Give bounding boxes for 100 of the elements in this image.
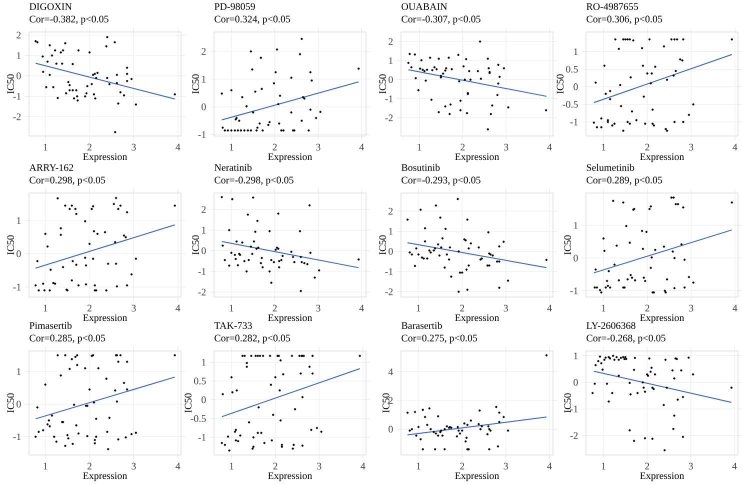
y-tick-label: -2 bbox=[13, 113, 21, 120]
x-tick-label: 2 bbox=[87, 144, 92, 150]
y-tick-label: -1 bbox=[13, 93, 21, 100]
x-tick-label: 1 bbox=[416, 304, 420, 312]
y-axis-title: IC50 bbox=[192, 74, 199, 94]
y-tick-label: 1 bbox=[202, 358, 206, 366]
x-tick-label: 1 bbox=[230, 462, 234, 470]
x-tick-label: 1 bbox=[230, 144, 234, 150]
chart-title: Pimasertib bbox=[29, 322, 72, 329]
y-tick-label: 2 bbox=[16, 32, 21, 38]
y-tick-label: 1 bbox=[574, 222, 578, 229]
x-tick-label: 3 bbox=[132, 144, 136, 151]
x-tick-label: 4 bbox=[547, 144, 552, 150]
y-tick-label: -1 bbox=[570, 287, 578, 294]
x-tick-label: 2 bbox=[272, 144, 277, 150]
x-tick-label: 2 bbox=[460, 462, 464, 470]
x-tick-label: 1 bbox=[416, 462, 420, 470]
y-axis-title: IC50 bbox=[192, 235, 199, 255]
y-axis-title: IC50 bbox=[7, 74, 14, 94]
y-axis-title: IC50 bbox=[564, 235, 572, 255]
x-tick-label: 4 bbox=[547, 462, 552, 470]
y-tick-label: -1 bbox=[13, 284, 21, 290]
x-tick-label: 4 bbox=[359, 304, 364, 312]
chart-title: Barasertib bbox=[401, 322, 442, 329]
y-tick-label: 0 bbox=[574, 83, 578, 90]
chart-title: Neratinib bbox=[214, 164, 252, 171]
x-tick-label: 2 bbox=[645, 462, 650, 470]
y-tick-label: 0 bbox=[574, 254, 578, 262]
x-tick-label: 4 bbox=[732, 462, 737, 470]
x-tick-label: 1 bbox=[602, 462, 606, 470]
y-tick-label: 0 bbox=[574, 379, 578, 386]
chart-title: ARRY-162 bbox=[29, 164, 74, 171]
chart-title: PD-98059 bbox=[214, 3, 255, 10]
x-axis-title: Expression bbox=[268, 472, 312, 482]
x-tick-label: 3 bbox=[504, 462, 508, 470]
y-tick-label: -1 bbox=[13, 433, 21, 440]
x-tick-label: 4 bbox=[176, 144, 180, 150]
x-axis-title: Expression bbox=[268, 314, 312, 324]
chart-title: DIGOXIN bbox=[29, 3, 72, 10]
chart-subtitle: Cor=-0.268, p<0.05 bbox=[586, 334, 666, 344]
chart-subtitle: Cor=0.306, p<0.05 bbox=[586, 16, 662, 24]
y-axis-title: IC50 bbox=[7, 235, 14, 255]
x-tick-label: 3 bbox=[132, 304, 136, 312]
y-tick-label: -0.5 bbox=[562, 100, 578, 108]
x-tick-label: 1 bbox=[44, 144, 48, 150]
y-tick-label: -1 bbox=[198, 268, 206, 275]
y-tick-label: -1 bbox=[385, 95, 393, 102]
chart-subtitle: Cor=0.298, p<0.05 bbox=[30, 176, 106, 186]
y-tick-label: 1 bbox=[389, 57, 393, 64]
chart-subtitle: Cor=-0.293, p<0.05 bbox=[402, 176, 480, 186]
x-tick-label: 4 bbox=[547, 304, 552, 312]
y-tick-label: 1 bbox=[17, 52, 21, 59]
y-tick-label: 0 bbox=[388, 426, 393, 433]
x-axis-title: Expression bbox=[640, 153, 684, 162]
chart-title: OUABAIN bbox=[402, 3, 448, 10]
y-tick-label: -1 bbox=[198, 434, 206, 441]
x-tick-label: 1 bbox=[418, 144, 422, 150]
x-tick-label: 2 bbox=[87, 462, 92, 470]
y-tick-label: 1 bbox=[202, 76, 206, 82]
y-tick-label: -2 bbox=[198, 288, 206, 296]
x-tick-label: 3 bbox=[688, 462, 693, 470]
y-tick-label: 4 bbox=[388, 368, 394, 376]
y-tick-label: 1 bbox=[389, 228, 393, 235]
y-tick-label: -2 bbox=[385, 114, 393, 122]
y-tick-label: 0 bbox=[16, 400, 21, 408]
y-tick-label: 0 bbox=[202, 104, 206, 110]
y-tick-label: -1 bbox=[570, 118, 578, 126]
y-tick-label: 2 bbox=[388, 397, 393, 404]
x-tick-label: 2 bbox=[87, 304, 92, 312]
x-axis-title: Expression bbox=[455, 472, 500, 482]
y-tick-label: 0 bbox=[388, 76, 393, 84]
y-tick-label: -0.5 bbox=[190, 415, 206, 422]
y-tick-label: -1 bbox=[385, 268, 393, 275]
x-tick-label: 3 bbox=[689, 304, 694, 312]
y-tick-label: -2 bbox=[570, 432, 578, 439]
chart-subtitle: Cor=-0.382, p<0.05 bbox=[30, 16, 108, 24]
y-tick-label: -1 bbox=[198, 131, 206, 138]
chart-subtitle: Cor=-0.307, p<0.05 bbox=[402, 16, 480, 24]
x-tick-label: 1 bbox=[230, 304, 234, 312]
y-tick-label: -1 bbox=[570, 406, 578, 412]
chart-subtitle: Cor=0.275, p<0.05 bbox=[402, 334, 478, 344]
chart-title: TAK-733 bbox=[214, 322, 252, 329]
x-tick-label: 1 bbox=[44, 462, 48, 470]
x-tick-label: 1 bbox=[44, 304, 48, 312]
y-tick-label: 0 bbox=[16, 250, 21, 258]
x-axis-title: Expression bbox=[455, 314, 500, 324]
x-tick-label: 4 bbox=[732, 144, 738, 150]
y-axis-title: IC50 bbox=[382, 393, 390, 413]
x-tick-label: 2 bbox=[645, 304, 650, 312]
y-tick-label: 1 bbox=[574, 352, 578, 360]
x-axis-title: Expression bbox=[640, 314, 684, 324]
x-tick-label: 3 bbox=[316, 144, 320, 151]
y-tick-label: 0 bbox=[202, 396, 206, 404]
y-axis-title: IC50 bbox=[564, 393, 572, 413]
y-tick-label: 1 bbox=[574, 48, 578, 55]
y-axis-title: IC50 bbox=[184, 393, 192, 413]
x-tick-label: 3 bbox=[504, 144, 508, 151]
x-axis-title: Expression bbox=[455, 153, 500, 162]
chart-title: RO-4987655 bbox=[586, 3, 638, 10]
chart-subtitle: Cor=0.282, p<0.05 bbox=[214, 334, 290, 344]
